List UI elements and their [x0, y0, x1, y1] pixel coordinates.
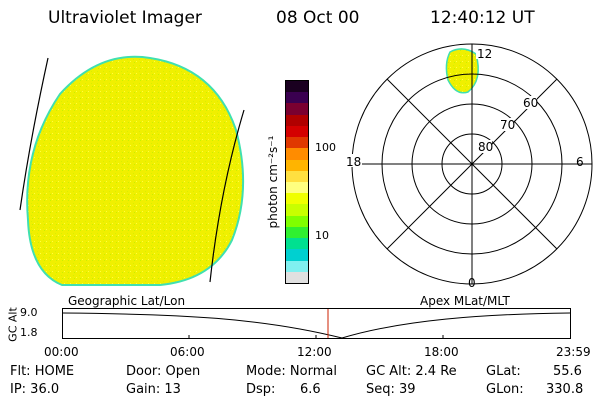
- colorbar-swatch: [286, 137, 308, 149]
- colorbar-swatch: [286, 125, 308, 138]
- altitude-curve: [62, 312, 571, 339]
- terminator-right: [209, 109, 245, 283]
- xtick-1800: 18:00: [424, 345, 459, 359]
- colorbar-swatch: [286, 226, 308, 239]
- status-flt: Flt: HOME: [10, 364, 75, 379]
- colorbar-swatch: [286, 181, 308, 194]
- mlt-label-12: 12: [477, 47, 492, 61]
- colorbar-swatch: [286, 103, 308, 115]
- status-mode: Mode: Normal: [246, 364, 337, 379]
- colorbar: [285, 80, 309, 284]
- xtick-1200: 12:00: [297, 345, 332, 359]
- polar-plot: 80 70 60 12 18 6 0: [344, 43, 593, 290]
- mlt-label-0: 0: [468, 276, 476, 290]
- status-glon-label: GLon:: [486, 382, 524, 397]
- status-dsp-value: 6.6: [300, 382, 321, 397]
- status-ip: IP: 36.0: [10, 382, 60, 397]
- colorbar-swatch: [286, 81, 308, 93]
- status-glat-label: GLat:: [486, 364, 521, 379]
- status-glon-value: 330.8: [546, 382, 584, 397]
- lat-label-70: 70: [500, 118, 515, 132]
- colorbar-tick-10: 10: [315, 229, 329, 242]
- geographic-image: [19, 55, 245, 286]
- mlt-label-18: 18: [346, 155, 361, 169]
- colorbar-swatch: [286, 215, 308, 227]
- status-gain: Gain: 13: [126, 382, 181, 397]
- status-seq: Seq: 39: [366, 382, 416, 397]
- status-glat-value: 55.6: [553, 364, 582, 379]
- mlt-label-6: 6: [576, 155, 584, 169]
- altitude-ytick-top: 9.0: [20, 306, 38, 319]
- colorbar-swatch: [286, 170, 308, 182]
- xtick-0600: 06:00: [170, 345, 205, 359]
- aurora-blob: [445, 48, 479, 94]
- colorbar-tick-100: 100: [315, 141, 336, 154]
- time-label: 12:40:12 UT: [430, 8, 535, 28]
- altitude-plot: [62, 308, 571, 339]
- terminator-left: [19, 57, 49, 211]
- altitude-ylabel: GC Alt: [6, 307, 20, 342]
- xtick-0000: 00:00: [44, 345, 79, 359]
- colorbar-swatch: [286, 238, 308, 250]
- earth-disk: [26, 55, 245, 286]
- colorbar-swatch: [286, 260, 308, 272]
- colorbar-swatch: [286, 249, 308, 261]
- colorbar-swatch: [286, 193, 308, 205]
- colorbar-label: photon cm⁻²s⁻¹: [266, 135, 280, 229]
- altitude-ytick-bottom: 1.8: [20, 326, 38, 339]
- date-label: 08 Oct 00: [276, 8, 360, 28]
- status-door: Door: Open: [126, 364, 201, 379]
- geographic-title: Geographic Lat/Lon: [68, 294, 186, 308]
- colorbar-swatch: [286, 159, 308, 171]
- instrument-title: Ultraviolet Imager: [48, 8, 202, 28]
- lat-label-80: 80: [478, 140, 493, 154]
- status-gcalt: GC Alt: 2.4 Re: [366, 364, 457, 379]
- colorbar-swatch: [286, 148, 308, 160]
- apex-title: Apex MLat/MLT: [420, 294, 510, 308]
- lat-label-60: 60: [523, 96, 538, 110]
- colorbar-swatch: [286, 114, 308, 126]
- status-dsp-label: Dsp:: [246, 382, 276, 397]
- xtick-2359: 23:59: [556, 345, 591, 359]
- colorbar-swatch: [286, 92, 308, 104]
- colorbar-swatch: [286, 204, 308, 216]
- colorbar-swatch: [286, 271, 308, 283]
